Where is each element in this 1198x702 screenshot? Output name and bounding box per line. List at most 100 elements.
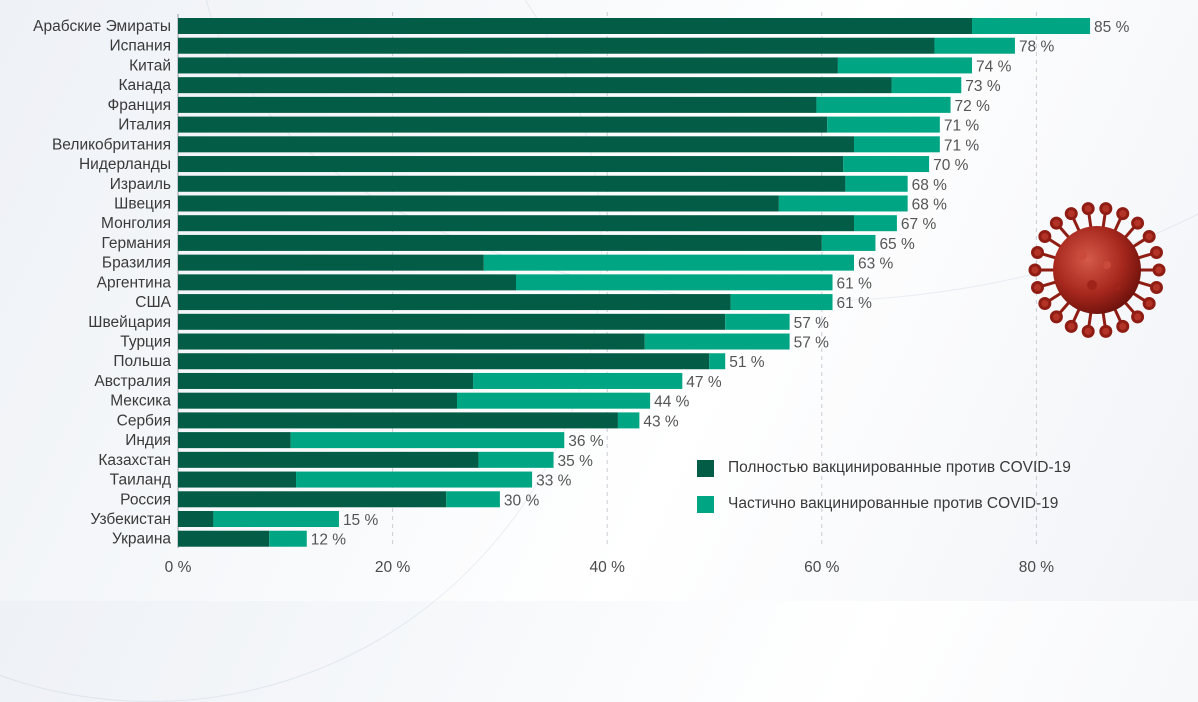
- virus-spike-tip: [1152, 263, 1166, 277]
- category-label: Китай: [129, 57, 171, 74]
- legend-swatch-partial: [697, 495, 714, 513]
- bar-partial: [213, 511, 339, 527]
- bar-partial: [891, 77, 962, 94]
- value-label: 72 %: [955, 98, 991, 115]
- bar-partial: [709, 353, 726, 370]
- virus-spike-tip: [1149, 246, 1163, 260]
- virus-spike-tip: [1099, 202, 1113, 216]
- bar-full: [178, 57, 838, 74]
- category-label: Индия: [125, 432, 171, 449]
- category-label: Узбекистан: [90, 511, 171, 528]
- bar-full: [178, 234, 822, 251]
- category-label: Таиланд: [110, 472, 171, 489]
- virus-spike-tip: [1031, 246, 1045, 260]
- bars: [178, 18, 1091, 547]
- virus-spike-tip: [1142, 229, 1156, 243]
- bar-partial: [821, 234, 876, 251]
- value-label: 71 %: [944, 137, 980, 154]
- virus-spike-tip: [1049, 310, 1063, 324]
- bar-full: [178, 491, 447, 508]
- virus-spike-tip: [1038, 297, 1052, 311]
- category-label: Мексика: [110, 393, 171, 410]
- bar-full: [178, 392, 457, 409]
- bar-full: [178, 451, 479, 468]
- category-label: Франция: [107, 97, 171, 114]
- bar-partial: [778, 195, 908, 212]
- value-labels: 85 % 78 % 74 % 73 % 72 % 71 % 71 % 70 % 68 % 68 %…: [311, 19, 1130, 549]
- bar-full: [178, 294, 731, 311]
- bar-full: [178, 274, 516, 291]
- bar-full: [178, 511, 214, 527]
- value-label: 65 %: [879, 236, 915, 253]
- category-label: Арабские Эмираты: [33, 18, 171, 35]
- bar-partial: [456, 392, 651, 409]
- value-label: 74 %: [976, 58, 1012, 75]
- x-tick-label: 80 %: [1019, 559, 1055, 576]
- category-label: Аргентина: [97, 274, 172, 291]
- value-label: 67 %: [901, 216, 937, 233]
- bar-full: [178, 156, 844, 173]
- virus-spike-tip: [1064, 207, 1078, 221]
- bar-full: [178, 333, 645, 350]
- category-label: Сербия: [117, 412, 171, 429]
- bar-partial: [478, 451, 554, 468]
- category-label: Италия: [118, 117, 171, 134]
- value-label: 57 %: [794, 335, 830, 352]
- bar-full: [178, 18, 973, 34]
- bar-full: [178, 353, 710, 370]
- category-label: Монголия: [101, 215, 171, 232]
- value-label: 44 %: [654, 394, 690, 411]
- value-label: 36 %: [568, 433, 604, 450]
- value-label: 57 %: [794, 315, 830, 332]
- value-label: 35 %: [558, 453, 594, 470]
- value-label: 61 %: [837, 295, 873, 312]
- value-label: 51 %: [729, 354, 765, 371]
- category-label: Казахстан: [98, 452, 171, 469]
- value-label: 47 %: [686, 374, 722, 391]
- value-label: 73 %: [965, 78, 1001, 95]
- bar-partial: [483, 254, 854, 271]
- bar-partial: [730, 294, 833, 311]
- category-label: Австралия: [94, 373, 171, 390]
- virus-spike-tip: [1142, 297, 1156, 311]
- bar-partial: [845, 175, 908, 192]
- virus-spike-tip: [1131, 216, 1145, 230]
- category-label: Великобритания: [52, 136, 171, 153]
- bar-partial: [853, 215, 897, 232]
- category-label: Нидерланды: [79, 156, 171, 173]
- value-label: 30 %: [504, 492, 540, 509]
- bar-full: [178, 195, 779, 212]
- value-label: 68 %: [912, 177, 948, 194]
- bar-partial: [269, 530, 307, 547]
- category-labels: Арабские Эмираты Испания Китай Канада Франци…: [33, 18, 171, 548]
- x-tick-label: 40 %: [590, 559, 626, 576]
- virus-spike-tip: [1064, 319, 1078, 333]
- bar-full: [178, 175, 846, 192]
- virus-spike-tip: [1081, 202, 1095, 216]
- category-label: Швеция: [114, 195, 171, 212]
- legend: Полностью вакцинированные против COVID-1…: [697, 458, 1071, 530]
- bar-full: [178, 471, 297, 488]
- value-label: 85 %: [1094, 19, 1130, 36]
- virus-spike-tip: [1038, 229, 1052, 243]
- value-label: 63 %: [858, 256, 894, 273]
- bar-full: [178, 96, 817, 113]
- bar-full: [178, 254, 484, 271]
- virus-spike-tip: [1116, 207, 1130, 221]
- bar-partial: [296, 471, 533, 488]
- x-axis-ticks: 0 % 20 % 40 % 60 % 80 %: [165, 559, 1055, 576]
- category-label: Германия: [102, 235, 172, 252]
- virus-spike-tip: [1031, 280, 1045, 294]
- legend-item-partial: Частично вакцинированные против COVID-19: [697, 494, 1071, 514]
- value-label: 68 %: [912, 196, 948, 213]
- virus-spike-tip: [1116, 319, 1130, 333]
- value-label: 12 %: [311, 532, 347, 549]
- bar-full: [178, 412, 618, 429]
- category-label: Бразилия: [102, 255, 171, 272]
- category-label: Израиль: [110, 176, 171, 193]
- bar-full: [178, 432, 291, 449]
- virus-spike-tip: [1131, 310, 1145, 324]
- legend-item-full: Полностью вакцинированные против COVID-1…: [697, 458, 1071, 478]
- value-label: 43 %: [643, 413, 679, 430]
- bar-partial: [934, 37, 1015, 54]
